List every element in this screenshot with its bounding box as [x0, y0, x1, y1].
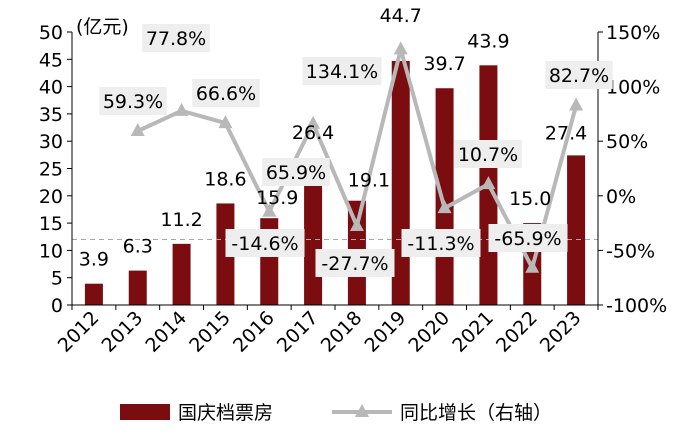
growth-label-box — [488, 224, 568, 252]
growth-point-2013 — [130, 123, 145, 137]
x-tick-label: 2020 — [404, 307, 454, 357]
x-tick-label: 2015 — [185, 307, 235, 357]
left-tick-label: 10 — [39, 240, 63, 262]
growth-label-box — [315, 249, 395, 277]
growth-point-2022 — [525, 259, 540, 273]
left-tick-label: 5 — [51, 268, 63, 290]
left-tick-label: 25 — [39, 159, 63, 181]
right-tick-label: 150% — [606, 22, 660, 44]
growth-value-label: 59.3% — [103, 91, 163, 113]
growth-label-box — [401, 229, 481, 257]
bar-value-label: 26.4 — [292, 122, 334, 144]
left-tick-label: 30 — [39, 131, 63, 153]
bar-2023 — [567, 155, 586, 305]
legend-bar-swatch — [120, 404, 170, 420]
x-tick-label: 2019 — [361, 307, 411, 357]
growth-label-box — [454, 140, 522, 168]
growth-point-2023 — [569, 97, 584, 111]
left-tick-label: 15 — [39, 213, 63, 235]
left-tick-label: 20 — [39, 186, 63, 208]
labels-layer: 3.9 6.3 11.218.6 15.9 26.4 19.1 44.7 39.743.9 15… — [79, 5, 613, 277]
right-tick-label: -100% — [606, 295, 667, 317]
growth-value-label: -14.6% — [231, 233, 298, 255]
growth-point-2021 — [481, 176, 496, 190]
bar-value-label: 11.2 — [160, 209, 202, 231]
growth-point-2016 — [262, 203, 277, 217]
growth-label-box — [302, 57, 382, 85]
growth-value-label: 65.9% — [266, 162, 326, 184]
x-tick-label: 2021 — [448, 307, 498, 357]
growth-point-2014 — [174, 102, 189, 116]
growth-label-box — [192, 79, 260, 107]
growth-label-box — [225, 229, 305, 257]
bar-value-label: 27.4 — [545, 122, 587, 144]
x-tick-label: 2023 — [536, 307, 586, 357]
left-tick-label: 0 — [51, 295, 63, 317]
bar-value-label: 3.9 — [79, 249, 109, 271]
right-tick-label: 50% — [606, 131, 648, 153]
growth-point-2020 — [437, 200, 452, 214]
growth-point-2019 — [393, 41, 408, 55]
x-tick-label: 2013 — [98, 307, 148, 357]
line-layer — [130, 41, 584, 273]
growth-value-label: 82.7% — [549, 65, 609, 87]
bar-value-label: 43.9 — [467, 30, 509, 52]
bar-2014 — [172, 243, 191, 305]
x-tick-label: 2014 — [141, 307, 191, 357]
growth-value-label: -65.9% — [494, 228, 561, 250]
right-tick-label: 0% — [606, 186, 636, 208]
bar-2013 — [128, 270, 147, 305]
bar-value-label: 6.3 — [123, 236, 153, 258]
x-tick-label: 2018 — [317, 307, 367, 357]
right-tick-label: 100% — [606, 77, 660, 99]
left-tick-label: 35 — [39, 104, 63, 126]
bar-value-label: 18.6 — [204, 168, 246, 190]
bar-2020 — [435, 88, 454, 305]
legend-bar-label: 国庆档票房 — [178, 402, 273, 424]
growth-value-label: 134.1% — [306, 61, 378, 83]
legend: 国庆档票房 同比增长（右轴） — [120, 402, 552, 424]
bar-value-label: 39.7 — [423, 53, 465, 75]
growth-value-label: 77.8% — [146, 28, 206, 50]
growth-value-label: 10.7% — [458, 144, 518, 166]
growth-label-box — [142, 24, 210, 52]
bar-value-label: 15.9 — [256, 187, 298, 209]
bar-2015 — [216, 203, 235, 305]
growth-point-2018 — [349, 218, 364, 232]
bar-value-label: 44.7 — [380, 5, 422, 27]
left-tick-label: 45 — [39, 49, 63, 71]
growth-label-box — [99, 87, 167, 115]
growth-label-box — [262, 158, 330, 186]
growth-point-2017 — [306, 115, 321, 129]
growth-value-label: 66.6% — [196, 83, 256, 105]
x-tick-label: 2022 — [492, 307, 542, 357]
left-tick-label: 50 — [39, 22, 63, 44]
growth-label-box — [545, 61, 613, 89]
right-tick-label: -50% — [606, 240, 655, 262]
bar-value-label: 19.1 — [348, 170, 390, 192]
legend-line-label: 同比增长（右轴） — [400, 402, 552, 424]
x-tick-label: 2017 — [273, 307, 323, 357]
bar-value-label: 15.0 — [509, 188, 551, 210]
bar-2012 — [84, 283, 103, 305]
left-tick-label: 40 — [39, 77, 63, 99]
legend-line-marker — [355, 404, 369, 417]
growth-point-2015 — [218, 115, 233, 129]
unit-label: (亿元) — [76, 16, 129, 38]
growth-value-label: -11.3% — [407, 233, 474, 255]
growth-value-label: -27.7% — [321, 253, 388, 275]
x-tick-label: 2016 — [229, 307, 279, 357]
